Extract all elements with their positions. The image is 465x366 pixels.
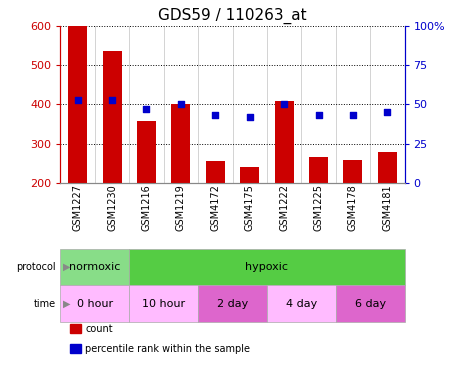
- Bar: [129, 249, 405, 285]
- Bar: [240, 167, 259, 183]
- Text: time: time: [33, 299, 56, 309]
- Text: percentile rank within the sample: percentile rank within the sample: [85, 344, 250, 354]
- Text: count: count: [85, 324, 113, 334]
- Bar: [129, 285, 198, 322]
- Bar: [336, 285, 405, 322]
- Point: [108, 97, 116, 102]
- Bar: [206, 161, 225, 183]
- Text: 6 day: 6 day: [355, 299, 385, 309]
- Text: ▶: ▶: [63, 299, 70, 309]
- Text: hypoxic: hypoxic: [246, 262, 288, 272]
- Bar: [198, 285, 267, 322]
- Bar: [103, 51, 121, 183]
- Bar: [60, 285, 129, 322]
- Text: protocol: protocol: [16, 262, 56, 272]
- Bar: [68, 26, 87, 183]
- Bar: [137, 121, 156, 183]
- Text: 2 day: 2 day: [217, 299, 248, 309]
- Bar: [267, 285, 336, 322]
- Point: [280, 101, 288, 107]
- Bar: [275, 101, 293, 183]
- Text: 0 hour: 0 hour: [77, 299, 113, 309]
- Bar: [344, 160, 362, 183]
- Bar: [309, 157, 328, 183]
- Point: [143, 106, 150, 112]
- Bar: [172, 104, 190, 183]
- Text: ▶: ▶: [63, 262, 70, 272]
- Point: [246, 114, 253, 120]
- Point: [384, 109, 391, 115]
- Text: normoxic: normoxic: [69, 262, 120, 272]
- Text: 4 day: 4 day: [286, 299, 317, 309]
- Point: [349, 112, 357, 118]
- Point: [315, 112, 322, 118]
- Text: 10 hour: 10 hour: [142, 299, 185, 309]
- Point: [74, 97, 81, 102]
- Title: GDS59 / 110263_at: GDS59 / 110263_at: [158, 8, 307, 24]
- Bar: [378, 152, 397, 183]
- Point: [212, 112, 219, 118]
- Bar: [60, 249, 129, 285]
- Point: [177, 101, 185, 107]
